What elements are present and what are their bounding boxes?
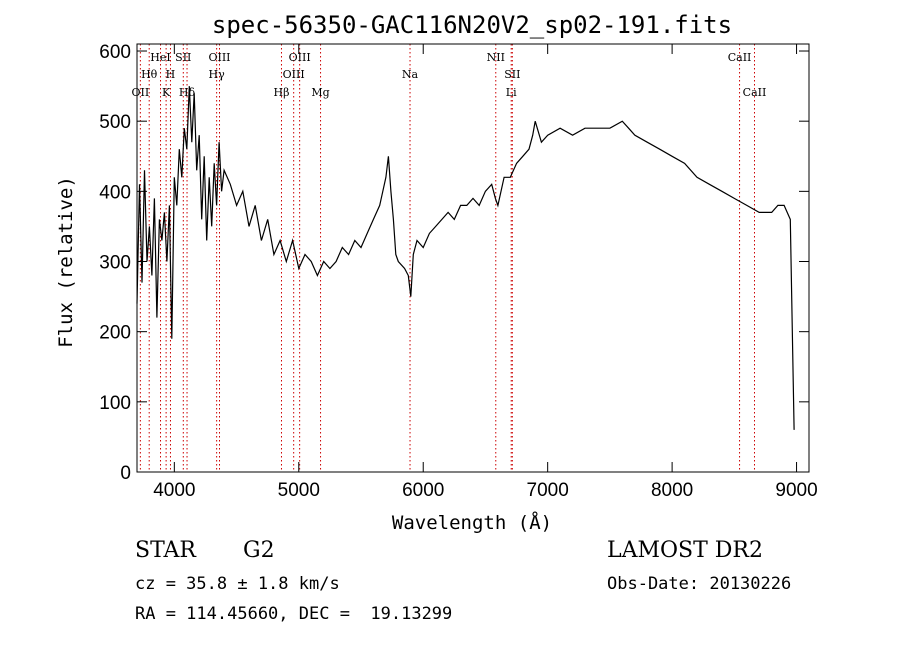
line-marker-label: Hθ [141, 68, 158, 81]
line-marker-label: CaII [743, 86, 767, 99]
object-class: STAR [135, 538, 196, 563]
line-marker-label: OIII [283, 68, 305, 81]
line-marker-label: OIII [208, 51, 230, 64]
x-tick-label: 5000 [278, 480, 320, 501]
line-marker-label: Hβ [274, 86, 290, 99]
line-marker-label: H [166, 68, 176, 81]
x-axis-label: Wavelength (Å) [392, 511, 552, 534]
y-tick-label: 500 [99, 112, 131, 133]
line-marker-label: Hδ [179, 86, 196, 99]
x-tick-label: 9000 [775, 480, 817, 501]
line-marker-label: K [162, 86, 171, 99]
line-marker-label: OIII [289, 51, 311, 64]
line-marker-label: NII [487, 51, 505, 64]
y-tick-label: 400 [99, 182, 131, 203]
line-markers [139, 44, 755, 472]
y-tick-label: 300 [99, 253, 131, 274]
survey-name: LAMOST DR2 [607, 538, 763, 563]
line-marker-labels: OII Hθ HeI KH SII Hδ OIII Hγ Hβ OIII OIII Mg Na NII SI… [132, 51, 767, 99]
y-tick-label: 100 [99, 393, 131, 414]
y-axis-label: Flux (relative) [55, 176, 77, 348]
plot-frame [136, 43, 810, 473]
x-tick-label: 7000 [527, 480, 569, 501]
sky-coordinates: RA = 114.45660, DEC = 19.13299 [135, 604, 453, 624]
redshift-cz: cz = 35.8 ± 1.8 km/s [135, 574, 340, 594]
y-tick-label: 0 [120, 463, 131, 484]
line-marker-label: Na [402, 68, 419, 81]
line-marker-label: Mg [311, 86, 329, 99]
x-tick-label: 8000 [651, 480, 693, 501]
line-marker-label: OII [132, 86, 150, 99]
x-tick-label: 4000 [153, 480, 195, 501]
line-marker-label: CaII [728, 51, 752, 64]
y-tick-label: 200 [99, 323, 131, 344]
chart-title: spec-56350-GAC116N20V2_sp02-191.fits [212, 11, 732, 39]
y-tick-label: 600 [99, 42, 131, 63]
x-axis-ticks: 4000 5000 6000 7000 8000 9000 [153, 44, 818, 501]
line-marker-label: Li [506, 86, 517, 99]
line-marker-label: SII [504, 68, 520, 81]
object-subclass: G2 [243, 538, 275, 563]
line-marker-label: Hγ [209, 68, 226, 81]
spectrum-line [136, 86, 795, 430]
line-marker-label: SII [175, 51, 191, 64]
y-axis-ticks: 0 100 200 300 400 500 600 [99, 42, 809, 484]
line-marker-label: HeI [150, 51, 170, 64]
x-tick-label: 6000 [402, 480, 444, 501]
observation-date: Obs-Date: 20130226 [607, 574, 792, 594]
